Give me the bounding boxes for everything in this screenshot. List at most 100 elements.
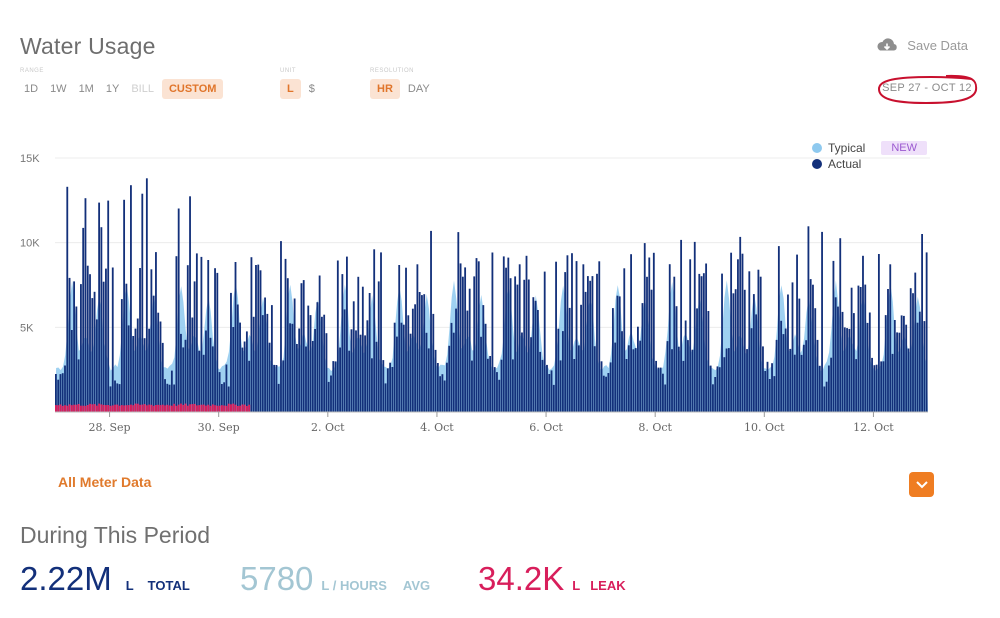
actual-bar <box>307 305 310 412</box>
actual-bar <box>314 329 316 412</box>
date-range-display[interactable]: SEP 27 - OCT 12 <box>876 73 978 105</box>
resolution-option-hour[interactable]: HR <box>370 79 400 99</box>
actual-bar <box>889 264 892 412</box>
legend-label-typical: Typical <box>828 141 866 155</box>
all-meter-data-link[interactable]: All Meter Data <box>58 474 152 490</box>
range-option-custom[interactable]: CUSTOM <box>161 79 224 99</box>
actual-bar <box>664 384 667 412</box>
leak-bar <box>182 404 185 412</box>
actual-bar <box>882 361 885 412</box>
actual-bar <box>305 346 307 412</box>
leak-bar <box>127 405 130 412</box>
actual-bar <box>289 323 291 412</box>
actual-bar <box>300 283 303 412</box>
legend-item-typical[interactable]: Typical NEW <box>812 140 928 156</box>
actual-bar <box>234 262 237 412</box>
leak-bar <box>73 404 76 412</box>
unit-option-dollars[interactable]: $ <box>308 83 315 95</box>
actual-bar <box>475 258 478 412</box>
actual-bar <box>293 298 296 412</box>
actual-bar <box>141 193 144 412</box>
x-tick-label: 30. Sep <box>198 421 240 434</box>
actual-bar <box>298 328 301 412</box>
actual-bar <box>662 373 664 412</box>
actual-bar <box>200 256 203 412</box>
actual-bar <box>466 310 469 412</box>
actual-bar <box>191 317 194 412</box>
range-option-1y[interactable]: 1Y <box>105 83 120 95</box>
leak-bar <box>150 404 153 412</box>
unit-option-liters[interactable]: L <box>280 79 301 99</box>
actual-bar <box>841 311 844 412</box>
actual-bar <box>605 376 607 412</box>
actual-bar <box>311 341 314 412</box>
actual-bar <box>532 297 535 412</box>
actual-bar <box>195 253 198 412</box>
expand-button[interactable] <box>909 472 934 497</box>
actual-bar <box>850 287 853 412</box>
actual-bar <box>668 264 671 412</box>
chart-legend: Typical NEW Actual <box>812 140 928 172</box>
actual-bar <box>611 308 614 412</box>
leak-bar <box>77 404 80 412</box>
actual-bar <box>473 276 476 412</box>
actual-bar <box>643 243 646 412</box>
actual-bar <box>511 359 514 412</box>
actual-bar <box>59 374 62 412</box>
actual-bar <box>691 349 694 412</box>
actual-bar <box>648 257 651 412</box>
actual-bar <box>70 330 73 412</box>
avg-stat: 5780 L / HOURS AVG <box>240 560 430 598</box>
actual-bar <box>712 384 714 412</box>
actual-bar <box>923 321 926 412</box>
actual-bar <box>241 347 244 412</box>
leak-bar <box>86 405 89 412</box>
actual-bar <box>259 270 262 412</box>
range-option-1w[interactable]: 1W <box>50 83 67 95</box>
resolution-option-day[interactable]: DAY <box>407 83 430 95</box>
range-caption: RANGE <box>20 68 44 74</box>
actual-bar <box>737 259 739 412</box>
leak-bar <box>143 404 146 412</box>
actual-bar <box>330 375 332 412</box>
actual-bar <box>639 340 642 412</box>
legend-item-actual[interactable]: Actual <box>812 156 927 172</box>
actual-bar <box>205 330 207 412</box>
actual-bar <box>180 333 182 412</box>
actual-bar <box>568 307 571 412</box>
actual-bar <box>371 358 373 412</box>
range-option-1m[interactable]: 1M <box>78 83 94 95</box>
actual-bar <box>750 328 753 412</box>
actual-bar <box>361 286 364 412</box>
actual-bar <box>257 264 260 412</box>
actual-bar <box>680 239 683 412</box>
save-data-button[interactable]: Save Data <box>875 36 968 54</box>
actual-bar <box>596 273 598 412</box>
actual-bar <box>55 374 57 412</box>
actual-bar <box>170 370 173 412</box>
actual-bar <box>659 367 662 412</box>
actual-bar <box>414 304 417 412</box>
actual-bar <box>357 276 360 412</box>
actual-bar <box>184 339 187 412</box>
actual-bar <box>248 360 251 412</box>
actual-bar <box>216 272 219 412</box>
actual-bar <box>157 312 160 412</box>
actual-bar <box>325 333 328 412</box>
actual-bar <box>450 322 453 412</box>
actual-bar <box>523 279 526 412</box>
leak-bar <box>180 403 182 412</box>
actual-bar <box>407 315 410 412</box>
leak-value: 34.2K <box>478 560 565 597</box>
actual-bar <box>436 363 439 412</box>
actual-bar <box>866 322 869 412</box>
y-tick-label: 10K <box>20 238 40 250</box>
actual-bar <box>402 324 405 412</box>
avg-label: AVG <box>402 578 431 593</box>
actual-bar <box>275 365 278 412</box>
actual-bar <box>432 313 435 412</box>
actual-bar <box>218 372 221 412</box>
range-option-1d[interactable]: 1D <box>24 83 39 95</box>
x-tick-label: 8. Oct <box>638 421 672 434</box>
actual-bar <box>771 363 773 412</box>
